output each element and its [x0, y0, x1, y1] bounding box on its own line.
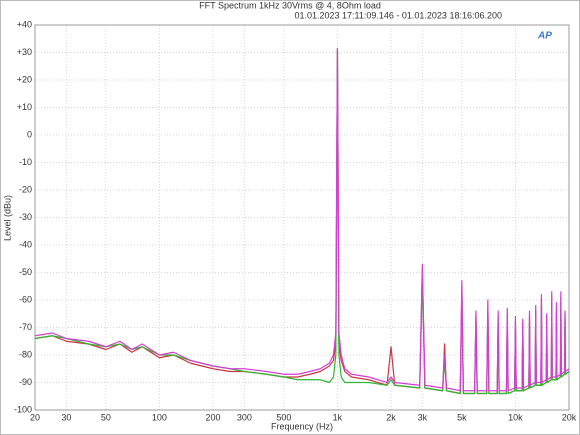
- x-tick-label: 300: [237, 412, 252, 422]
- y-tick-label: -50: [19, 267, 32, 277]
- x-tick-label: 100: [152, 412, 167, 422]
- y-tick-label: -80: [19, 349, 32, 359]
- x-tick-label: 20k: [562, 412, 577, 422]
- x-tick-label: 500: [276, 412, 291, 422]
- y-tick-label: -40: [19, 239, 32, 249]
- x-tick-label: 1k: [333, 412, 343, 422]
- x-tick-label: 10k: [508, 412, 523, 422]
- logo: AP: [537, 31, 552, 42]
- y-tick-label: +40: [17, 19, 32, 29]
- y-tick-label: -10: [19, 157, 32, 167]
- x-tick-label: 5k: [457, 412, 467, 422]
- y-tick-label: 0: [27, 129, 32, 139]
- y-tick-label: -60: [19, 294, 32, 304]
- y-tick-label: +20: [17, 74, 32, 84]
- y-axis-label: Level (dBu): [2, 195, 12, 241]
- y-tick-label: -20: [19, 184, 32, 194]
- chart-title: FFT Spectrum 1kHz 30Vrms @ 4, 8Ohm load: [199, 0, 381, 10]
- x-tick-label: 3k: [418, 412, 428, 422]
- x-tick-label: 200: [205, 412, 220, 422]
- trace: [34, 47, 570, 392]
- x-tick-label: 2k: [386, 412, 396, 422]
- y-tick-label: -90: [19, 377, 32, 387]
- plot-area: [34, 24, 570, 411]
- x-tick-label: 30: [61, 412, 71, 422]
- y-tick-label: +30: [17, 47, 32, 57]
- y-tick-label: -30: [19, 212, 32, 222]
- x-axis-label: Frequency (Hz): [271, 421, 333, 431]
- chart-subtitle: 01.01.2023 17:11:09.146 - 01.01.2023 18:…: [294, 10, 502, 20]
- x-tick-label: 50: [101, 412, 111, 422]
- y-tick-label: -100: [14, 404, 32, 414]
- y-tick-label: +10: [17, 102, 32, 112]
- y-tick-label: -70: [19, 322, 32, 332]
- x-tick-label: 20: [30, 412, 40, 422]
